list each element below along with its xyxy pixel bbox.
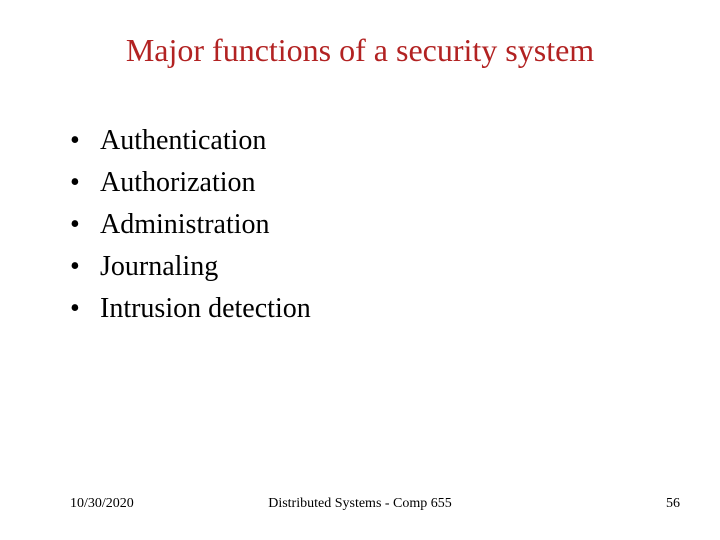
bullet-text: Intrusion detection xyxy=(100,288,311,330)
bullet-list: • Authentication • Authorization • Admin… xyxy=(70,120,311,330)
list-item: • Intrusion detection xyxy=(70,288,311,330)
list-item: • Authentication xyxy=(70,120,311,162)
list-item: • Journaling xyxy=(70,246,311,288)
slide-footer: 10/30/2020 Distributed Systems - Comp 65… xyxy=(0,496,720,516)
bullet-marker: • xyxy=(70,204,100,246)
list-item: • Authorization xyxy=(70,162,311,204)
bullet-text: Administration xyxy=(100,204,270,246)
list-item: • Administration xyxy=(70,204,311,246)
bullet-marker: • xyxy=(70,162,100,204)
footer-course: Distributed Systems - Comp 655 xyxy=(0,496,720,512)
bullet-marker: • xyxy=(70,288,100,330)
bullet-marker: • xyxy=(70,246,100,288)
footer-page-number: 56 xyxy=(666,496,680,512)
bullet-text: Authentication xyxy=(100,120,266,162)
bullet-marker: • xyxy=(70,120,100,162)
bullet-text: Journaling xyxy=(100,246,218,288)
bullet-text: Authorization xyxy=(100,162,256,204)
slide-title: Major functions of a security system xyxy=(0,32,720,69)
